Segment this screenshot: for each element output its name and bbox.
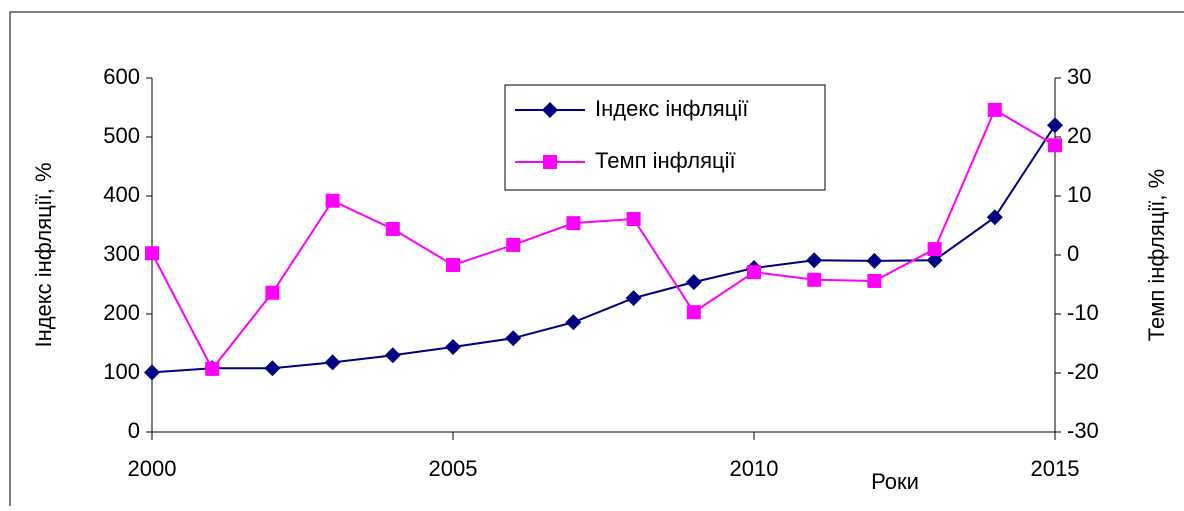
series-line [151,124,1056,374]
x-axis-label: Роки [871,469,919,494]
data-point [325,193,340,208]
data-point [807,272,822,287]
data-point [686,305,701,320]
data-point [1048,138,1062,153]
data-point [144,364,160,381]
y-tick-label: 0 [128,418,140,443]
y2-tick-label: -30 [1067,418,1099,443]
data-point [866,252,883,269]
y-tick-label: 100 [103,359,140,384]
y-tick-label: 200 [103,300,140,325]
data-point [205,361,220,376]
data-point [987,102,1002,117]
x-tick-label: 2005 [429,456,478,481]
x-tick-label: 2000 [128,456,177,481]
data-point [505,330,522,347]
data-point [145,246,159,261]
data-point [1047,117,1063,134]
y2-tick-label: -10 [1067,300,1099,325]
legend-marker [542,102,558,118]
data-point [445,339,461,356]
y2-tick-label: 0 [1067,241,1079,266]
y2-tick-label: 20 [1067,123,1091,148]
y-tick-label: 400 [103,182,140,207]
data-point [264,360,281,377]
data-point [506,237,521,252]
x-tick-label: 2015 [1031,456,1080,481]
y-tick-label: 600 [103,64,140,89]
data-point [986,209,1003,226]
y2-axis-label: Темп інфляції, % [1144,169,1169,341]
data-point [747,265,761,280]
y2-tick-label: 10 [1067,182,1091,207]
legend-marker [543,155,557,169]
y-tick-label: 300 [103,241,140,266]
y-tick-label: 500 [103,123,140,148]
data-point [324,354,341,371]
legend-label: Темп інфляції [595,148,736,173]
data-point [867,273,882,288]
data-point [566,216,581,231]
y2-tick-label: -20 [1067,359,1099,384]
data-point [565,314,582,331]
data-point [265,285,280,300]
legend [504,84,826,191]
data-point [926,252,943,269]
y-axis-label: Індекс інфляції, % [31,162,56,347]
legend-label: Індекс інфляції [595,96,748,121]
data-point [626,212,641,227]
x-tick-label: 2010 [730,456,779,481]
data-point [385,222,400,237]
data-point [927,242,942,257]
data-point [806,252,823,269]
y2-tick-label: 30 [1067,64,1091,89]
data-point [685,274,702,291]
data-point [625,290,642,307]
series-line [151,108,1056,371]
data-point [384,347,401,364]
data-point [446,258,460,273]
